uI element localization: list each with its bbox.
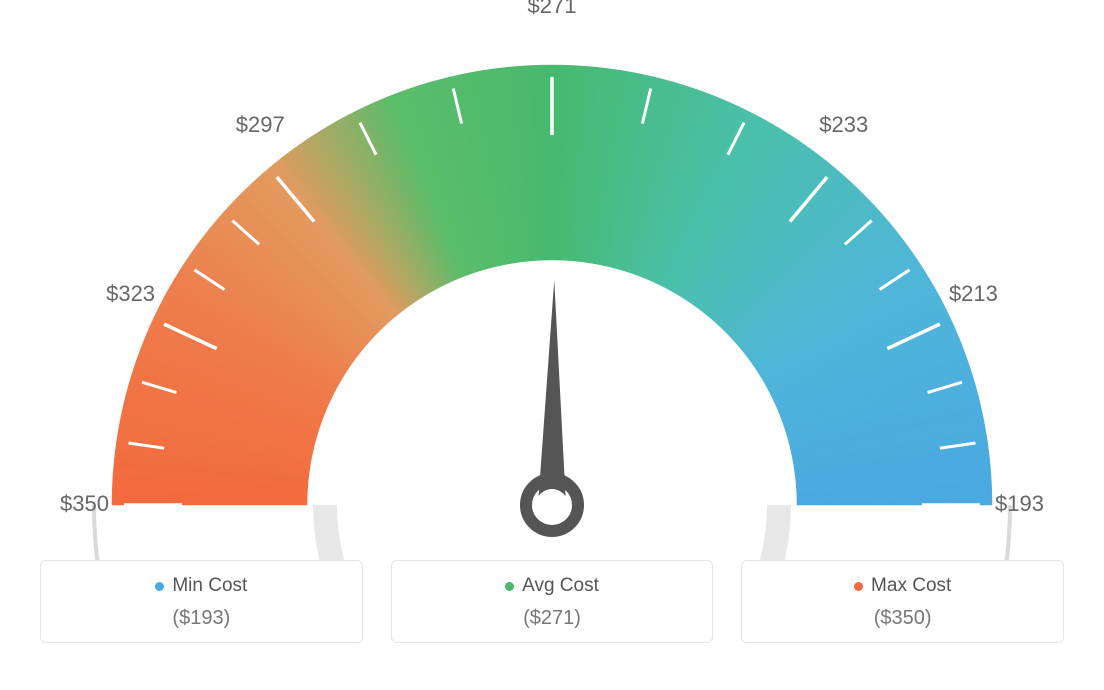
legend-card-avg: Avg Cost ($271): [391, 560, 714, 643]
svg-text:$233: $233: [819, 112, 868, 137]
legend-title-min: Min Cost: [155, 575, 247, 597]
legend-title-max: Max Cost: [854, 575, 951, 597]
svg-text:$350: $350: [60, 491, 109, 516]
legend-value-avg: ($271): [408, 607, 697, 630]
legend-dot-avg: [505, 582, 514, 591]
svg-text:$323: $323: [106, 281, 155, 306]
legend-value-max: ($350): [758, 607, 1047, 630]
legend-title-avg: Avg Cost: [505, 575, 599, 597]
legend-dot-min: [155, 582, 164, 591]
legend-row: Min Cost ($193) Avg Cost ($271) Max Cost…: [0, 560, 1104, 643]
svg-text:$193: $193: [995, 491, 1044, 516]
legend-dot-max: [854, 582, 863, 591]
legend-label-min: Min Cost: [172, 575, 247, 597]
legend-card-min: Min Cost ($193): [40, 560, 363, 643]
legend-label-avg: Avg Cost: [522, 575, 599, 597]
svg-text:$297: $297: [236, 112, 285, 137]
legend-label-max: Max Cost: [871, 575, 951, 597]
svg-text:$213: $213: [949, 281, 998, 306]
legend-value-min: ($193): [57, 607, 346, 630]
cost-gauge-container: $193 $213 $233 $271 $297 $323 $350 Min Cost ($…: [0, 0, 1104, 690]
svg-text:$271: $271: [528, 0, 577, 18]
gauge-chart: $193 $213 $233 $271 $297 $323 $350: [0, 0, 1104, 560]
legend-card-max: Max Cost ($350): [741, 560, 1064, 643]
